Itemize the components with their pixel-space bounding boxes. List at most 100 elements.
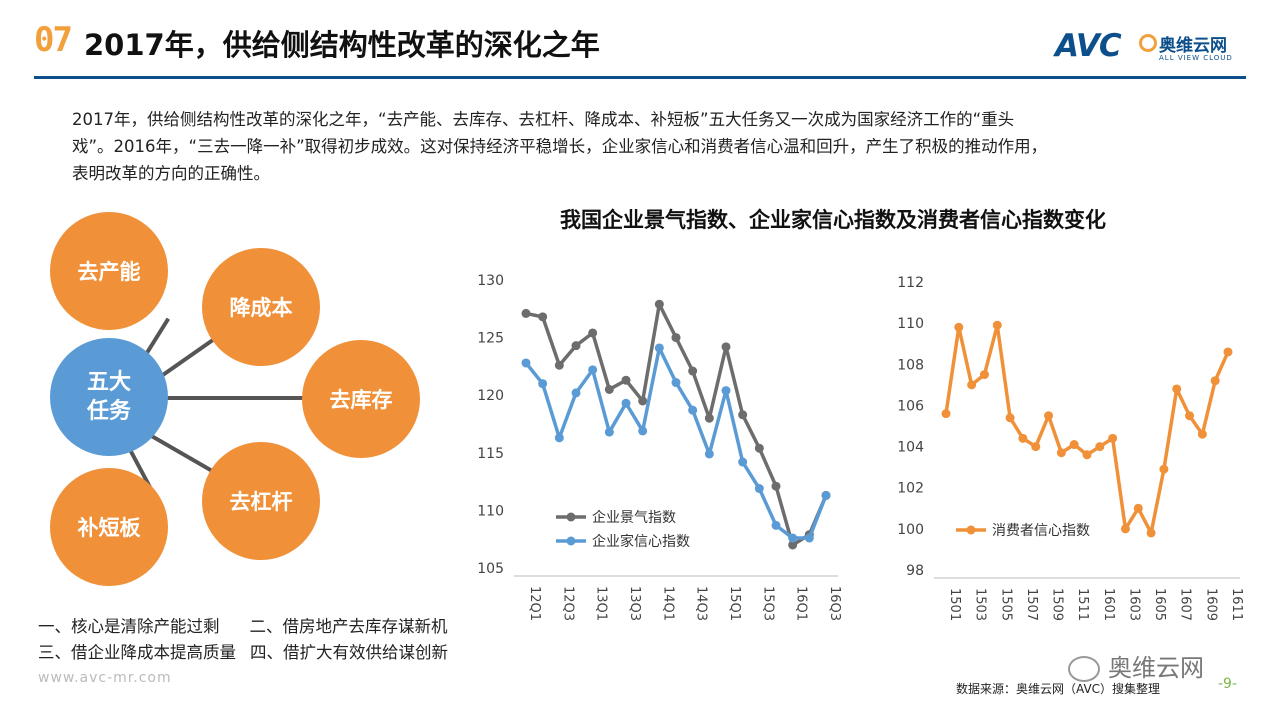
logo-brand: AVC: [1055, 28, 1122, 64]
node-shortboard: 补短板: [50, 468, 168, 586]
data-point: [1120, 524, 1130, 534]
avc-logo: AVC 奥维云网 ALL VIEW CLOUD: [1055, 28, 1245, 68]
note-item: 一、核心是清除产能过剩: [38, 617, 220, 636]
logo-en: ALL VIEW CLOUD: [1159, 54, 1233, 62]
x-tick-label: 16Q3: [827, 586, 842, 621]
data-point: [688, 405, 698, 415]
intro-line: 戏”。2016年，“三去一降一补”取得初步成效。这对保持经济平稳增长，企业家信心…: [72, 137, 1048, 156]
x-tick-label: 15Q3: [760, 586, 775, 621]
data-point: [771, 520, 781, 530]
data-point: [654, 299, 664, 309]
intro-paragraph: 2017年，供给侧结构性改革的深化之年，“去产能、去库存、去杠杆、降成本、补短板…: [72, 106, 1212, 187]
data-point: [538, 379, 548, 389]
data-point: [1133, 503, 1143, 513]
data-point: [704, 449, 714, 459]
y-tick-label: 112: [897, 275, 924, 291]
node-leverage: 去杠杆: [202, 442, 320, 560]
data-point: [1005, 413, 1015, 423]
x-tick-label: 1607: [1178, 588, 1193, 621]
x-tick-label: 14Q1: [660, 586, 675, 621]
intro-line: 2017年，供给侧结构性改革的深化之年，“去产能、去库存、去杠杆、降成本、补短板…: [72, 110, 1015, 129]
data-point: [979, 370, 989, 380]
data-point: [671, 333, 681, 343]
data-point: [738, 457, 748, 467]
x-tick-label: 1501: [947, 588, 962, 621]
logo-cn: 奥维云网: [1159, 36, 1227, 56]
data-point: [954, 322, 964, 332]
data-point: [538, 312, 548, 322]
legend-marker: [966, 525, 976, 535]
data-point: [1069, 440, 1079, 450]
y-tick-label: 125: [477, 331, 504, 347]
y-tick-label: 102: [897, 481, 924, 497]
site-url: www.avc-mr.com: [38, 670, 172, 686]
chart-heading: 我国企业景气指数、企业家信心指数及消费者信心指数变化: [560, 208, 1106, 232]
y-tick-label: 106: [897, 398, 924, 414]
x-tick-label: 12Q1: [527, 586, 542, 621]
x-tick-label: 1511: [1075, 588, 1090, 621]
y-tick-label: 105: [477, 561, 504, 577]
business-index-chart: 105 110 115 120 125 130 12Q1 12Q3 13Q1 13Q3 14Q1 14…: [477, 273, 842, 621]
y-tick-label: 104: [897, 440, 924, 456]
page-title: 2017年，供给侧结构性改革的深化之年: [84, 28, 600, 62]
data-point: [704, 413, 714, 423]
x-tick-label: 14Q3: [694, 586, 709, 621]
data-point: [1210, 376, 1220, 386]
y-tick-label: 100: [897, 522, 924, 538]
data-point: [604, 427, 614, 437]
x-tick-label: 13Q3: [627, 586, 642, 621]
note-item: 三、借企业降成本提高质量: [38, 643, 236, 662]
x-tick-label: 1505: [998, 588, 1013, 621]
legend-label: 企业景气指数: [592, 509, 676, 526]
notes-row: 一、核心是清除产能过剩 二、借房地产去库存谋新机: [38, 614, 448, 640]
y-tick-label: 120: [477, 388, 504, 404]
node-inventory: 去库存: [302, 340, 420, 458]
data-point: [1223, 347, 1233, 357]
data-point: [788, 533, 798, 543]
data-point: [1056, 448, 1066, 458]
data-point: [654, 343, 664, 353]
data-point: [604, 384, 614, 394]
x-tick-label: 16Q1: [794, 586, 809, 621]
data-point: [941, 409, 951, 419]
data-point: [571, 388, 581, 398]
data-point: [571, 341, 581, 351]
x-tick-label: 1509: [1050, 588, 1065, 621]
consumer-confidence-chart: 98 100 102 104 106 108 110 112 1501 1503 1505 1507 1…: [897, 275, 1244, 621]
data-point: [588, 365, 598, 375]
data-point: [992, 320, 1002, 330]
data-point: [804, 533, 814, 543]
data-point: [621, 375, 631, 385]
series-line: [944, 323, 1230, 535]
intro-line: 表明改革的方向的正确性。: [72, 164, 270, 183]
wechat-watermark: 奥维云网: [1068, 648, 1204, 683]
x-tick-label: 1605: [1152, 588, 1167, 621]
wechat-icon: [1068, 656, 1100, 682]
section-number: 07: [34, 20, 73, 60]
x-tick-label: 1611: [1229, 588, 1244, 621]
data-point: [1082, 450, 1092, 460]
x-tick-label: 1609: [1203, 588, 1218, 621]
data-point: [967, 380, 977, 390]
legend-label: 消费者信心指数: [992, 523, 1090, 539]
y-tick-label: 115: [477, 446, 504, 462]
data-point: [671, 378, 681, 388]
x-tick-label: 15Q1: [727, 586, 742, 621]
data-point: [754, 443, 764, 453]
source-note: 数据来源：奥维云网（AVC）搜集整理: [956, 682, 1161, 696]
data-point: [1044, 411, 1054, 421]
data-point: [554, 433, 564, 443]
data-point: [554, 360, 564, 370]
legend-marker: [566, 536, 576, 546]
data-point: [638, 396, 648, 406]
data-point: [721, 386, 731, 396]
data-point: [621, 398, 631, 408]
header-divider: [34, 76, 1246, 79]
x-tick-label: 1603: [1126, 588, 1141, 621]
legend-marker: [566, 512, 576, 522]
data-point: [771, 481, 781, 491]
watermark-text: 奥维云网: [1108, 654, 1204, 682]
data-point: [521, 358, 531, 368]
x-tick-label: 1503: [973, 588, 988, 621]
data-point: [1095, 442, 1105, 452]
